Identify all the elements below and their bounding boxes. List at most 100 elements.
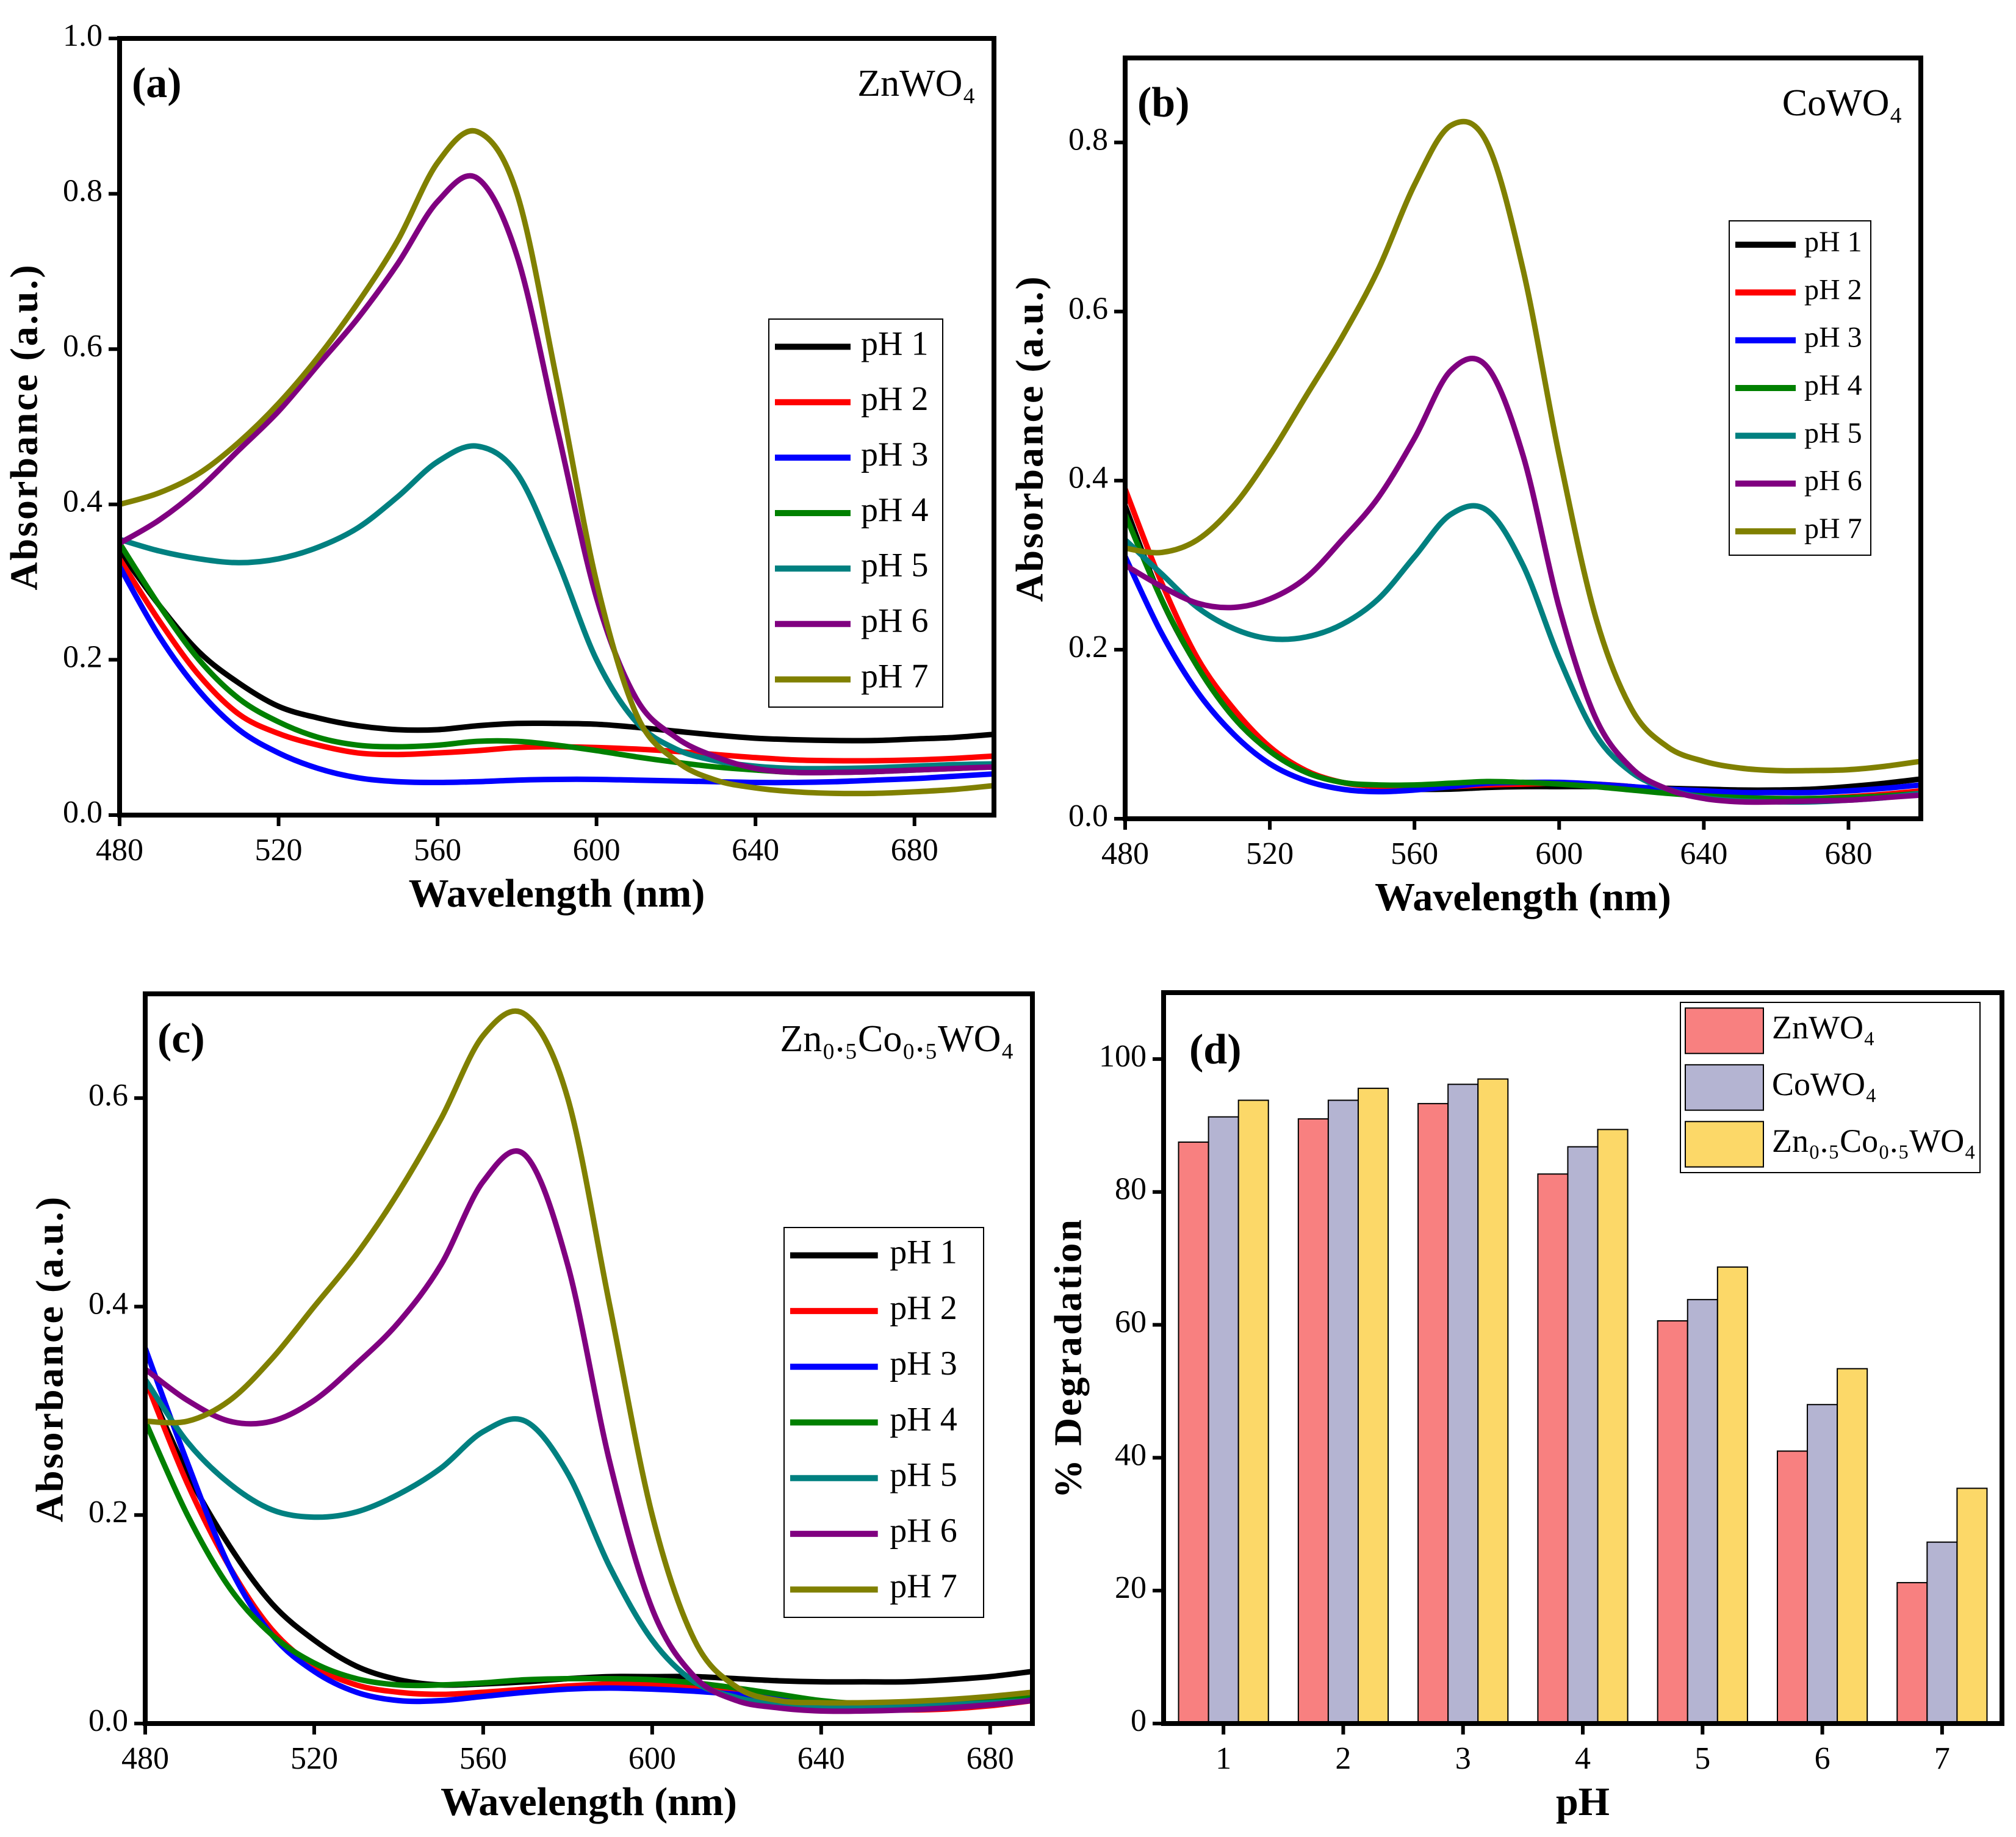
x-tick-label: 520 [290,1741,338,1776]
line-series [1125,118,1921,774]
bar [1447,1084,1479,1724]
x-tick-label: 680 [891,833,938,868]
legend-label: pH 6 [861,602,928,640]
legend-label: pH 6 [1804,465,1862,497]
x-axis-title: Wavelength (nm) [441,1780,737,1824]
bar [1178,1141,1209,1724]
x-tick-label: 600 [1535,836,1583,871]
legend-label: pH 1 [890,1233,957,1271]
legend-label: pH 7 [861,657,928,695]
x-tick-label: 480 [96,833,143,868]
annotation: CoWO₄ [1782,82,1903,124]
y-axis-title: % Degradation [1046,1218,1090,1498]
annotation: Zn₀.₅Co₀.₅WO₄ [780,1018,1014,1060]
line-series [120,128,994,797]
x-tick-label: 560 [459,1741,507,1776]
legend-label: CoWO₄ [1772,1066,1877,1102]
bar [1237,1099,1269,1724]
x-tick-label: 640 [732,833,779,868]
bar [1687,1299,1718,1724]
panel: 0.0 0.2 0.4 0.6 0.8 Absorbance (a.u.) Waveleng… [1008,56,1923,919]
panel: 0.0 0.2 0.4 0.6 Absorbance (a.u.) Wavelength … [28,991,1035,1824]
line-series [145,1378,1032,1710]
x-tick-label: 1 [1215,1741,1231,1776]
y-tick-label: 0.0 [88,1703,128,1738]
bar [1477,1078,1509,1724]
legend-label: pH 4 [861,491,928,529]
legend-label: pH 6 [890,1512,957,1550]
bar [1956,1487,1988,1725]
y-tick-label: 100 [1099,1039,1147,1074]
bar [1597,1129,1629,1725]
panel: 0.0 0.2 0.4 0.6 0.8 1.0 Absorbance (a.u.) Wavel… [2,18,996,916]
bar [1776,1450,1809,1724]
y-tick-label: 0.2 [88,1495,128,1530]
panel-label: (b) [1137,79,1190,126]
y-tick-label: 0.6 [88,1078,128,1113]
legend-label: pH 4 [890,1400,957,1438]
line-series [1125,356,1921,805]
x-axis-title: Wavelength (nm) [409,871,705,916]
bar [1567,1146,1599,1724]
bar [1896,1582,1928,1725]
legend-label: pH 2 [861,380,928,418]
line-series [120,443,994,772]
bar [1357,1087,1389,1724]
y-tick-label: 0.4 [88,1287,128,1321]
bar [1807,1404,1838,1724]
x-axis-title: Wavelength (nm) [1375,875,1671,919]
y-tick-label: 0.6 [1068,292,1108,326]
y-tick-label: 0.0 [1068,799,1108,833]
y-tick-label: 60 [1115,1304,1147,1339]
y-tick-label: 0.6 [63,329,103,364]
y-tick-label: 0.0 [63,795,103,830]
x-tick-label: 640 [797,1741,845,1776]
legend-label: pH 5 [861,547,928,584]
x-tick-label: 4 [1575,1741,1591,1776]
legend-swatch [1685,1064,1764,1111]
legend-label: ZnWO₄ [1772,1009,1875,1046]
legend-swatch [1685,1121,1764,1168]
legend-label: pH 1 [1804,226,1862,258]
line-series [145,1008,1032,1706]
bar [1537,1173,1569,1724]
y-axis-title: Absorbance (a.u.) [1008,275,1051,602]
x-tick-label: 5 [1694,1741,1710,1776]
legend-label: pH 7 [890,1567,957,1605]
legend-label: pH 3 [861,436,928,473]
line-series [120,565,994,786]
y-tick-label: 0.2 [1068,630,1108,664]
x-tick-label: 480 [1101,836,1149,871]
y-tick-label: 0.8 [1068,122,1108,157]
y-tick-label: 20 [1115,1570,1147,1605]
plot-frame [143,991,1035,1726]
legend-label: pH 5 [890,1456,957,1494]
x-tick-label: 680 [1824,836,1872,871]
plot-frame [1161,990,2004,1726]
bar [1657,1320,1688,1725]
legend-label: pH 2 [890,1289,957,1327]
legend-label: pH 1 [861,325,928,362]
y-tick-label: 0.4 [63,484,103,519]
x-tick-label: 560 [1391,836,1438,871]
y-tick-label: 0.4 [1068,461,1108,495]
x-tick-label: 520 [255,833,303,868]
legend-label: pH 3 [890,1345,957,1382]
x-tick-label: 560 [414,833,461,868]
legend-label: pH 4 [1804,369,1862,401]
plot-frame [1123,56,1923,821]
legend-label: pH 5 [1804,417,1862,449]
annotation: ZnWO₄ [857,63,976,104]
panel-label: (a) [132,60,182,107]
y-tick-label: 1.0 [63,18,103,53]
x-tick-label: 7 [1934,1741,1950,1776]
y-axis-title: Absorbance (a.u.) [2,263,46,590]
bar [1716,1266,1748,1724]
x-tick-label: 6 [1815,1741,1831,1776]
x-tick-label: 680 [967,1741,1014,1776]
bar [1327,1099,1359,1724]
line-series [145,1148,1032,1714]
x-tick-label: 480 [121,1741,169,1776]
line-series [120,173,994,776]
